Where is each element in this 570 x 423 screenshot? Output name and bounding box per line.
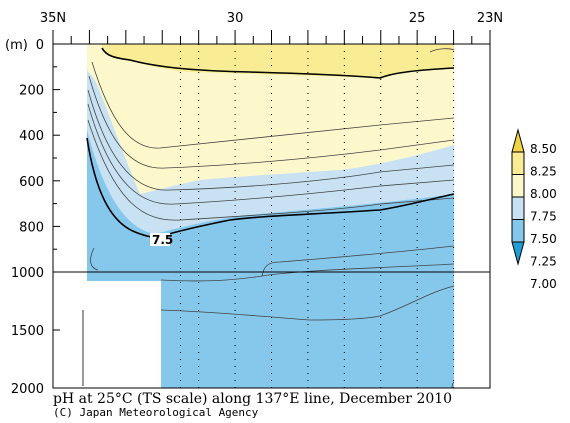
- section-fills: [87, 44, 454, 388]
- x-tick-label: 30: [227, 11, 244, 26]
- colorbar-top-arrow: [511, 128, 525, 153]
- fill-blue-region-lower: [161, 281, 454, 388]
- contour-lines: [87, 48, 455, 389]
- left-axis-ticks: [53, 43, 60, 389]
- colorbar-swatch: [511, 151, 525, 175]
- left-axis-labels: 0 200 400 600 800 1000 1500 2000: [11, 38, 44, 397]
- contour-line: [90, 247, 99, 271]
- colorbar-label: 7.25: [530, 255, 557, 269]
- y-tick-label: 0: [36, 38, 44, 53]
- y-tick-label: 1500: [11, 324, 44, 339]
- contour-line: [91, 61, 455, 149]
- top-axis-ticks: [52, 30, 491, 44]
- contour-line: [261, 245, 455, 277]
- colorbar-label: 8.25: [530, 165, 557, 179]
- y-tick-label: 600: [19, 175, 44, 190]
- colorbar-label: 7.00: [530, 277, 557, 291]
- colorbar-swatch: [511, 174, 525, 198]
- y-tick-label: 400: [19, 129, 44, 144]
- contour-label: 7.5: [152, 233, 173, 247]
- colorbar-swatch: [511, 219, 525, 243]
- x-tick-label: 23N: [477, 11, 503, 26]
- top-axis-labels: 35N 30 25 23N: [40, 11, 503, 26]
- contour-line: [87, 119, 455, 221]
- y-tick-label: 2000: [11, 382, 44, 397]
- chart-title: pH at 25°C (TS scale) along 137°E line, …: [53, 391, 453, 407]
- colorbar-label: 8.50: [530, 142, 557, 156]
- contour-line: [429, 48, 455, 53]
- contour-line: [87, 103, 455, 205]
- contour-line: [160, 285, 455, 321]
- y-tick-label: 200: [19, 84, 44, 99]
- y-tick-label: 1000: [11, 266, 44, 281]
- colorbar-swatch: [511, 196, 525, 220]
- y-axis-unit: (m): [5, 38, 28, 53]
- bold-contours: [86, 47, 455, 238]
- contour-line: [451, 381, 455, 389]
- y-tick-label: 800: [19, 220, 44, 235]
- contour-label-bg: [150, 233, 170, 246]
- contour-line: [88, 75, 455, 169]
- contour-line-bold-upper: [101, 47, 455, 79]
- colorbar: 8.50 8.25 8.00 7.75 7.50 7.25 7.00: [511, 128, 557, 291]
- colorbar-label: 8.00: [530, 187, 557, 201]
- contour-line: [160, 263, 455, 282]
- colorbar-label: 7.50: [530, 232, 557, 246]
- x-tick-label: 35N: [40, 11, 66, 26]
- fill-light-yellow-region: [87, 44, 454, 194]
- contour-line: [87, 89, 455, 191]
- colorbar-label: 7.75: [530, 210, 557, 224]
- contour-line-bold-7-5: [86, 137, 455, 238]
- chart-credit: (C) Japan Meteorological Agency: [53, 406, 259, 419]
- x-tick-label: 25: [409, 11, 426, 26]
- colorbar-bottom-arrow: [511, 241, 525, 266]
- fill-blank-corner: [87, 281, 161, 388]
